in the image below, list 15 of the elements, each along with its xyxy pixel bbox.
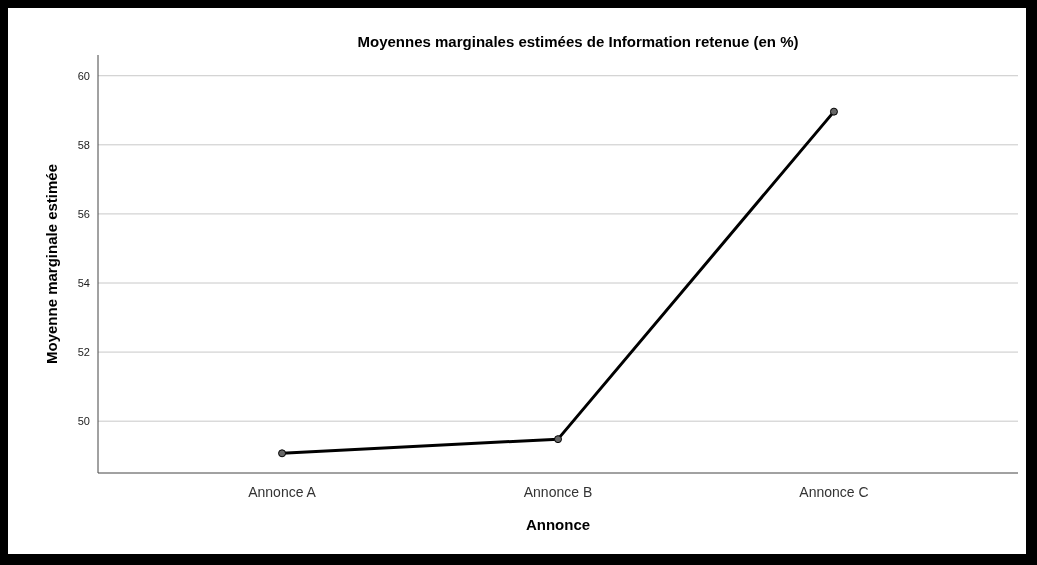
x-tick-label: Annonce B [523,484,593,500]
y-axis-title: Moyenne marginale estimée [43,163,60,365]
point [554,435,562,444]
y-tick-label: 50 [77,415,90,428]
x-axis-title: Annonce [525,516,591,533]
y-tick-label: 52 [77,345,90,358]
point [829,107,838,116]
y-tick-label: 56 [77,207,90,220]
y-tick-label: 60 [77,69,90,82]
y-tick-label: 58 [77,138,90,151]
point [278,449,287,458]
chart-title: Moyennes marginales estimées de Information retenue (en %) [357,33,799,50]
x-tick-label: Annonce C [799,484,869,500]
x-tick-label: Annonce A [248,484,317,500]
y-tick-label: 54 [77,276,90,289]
